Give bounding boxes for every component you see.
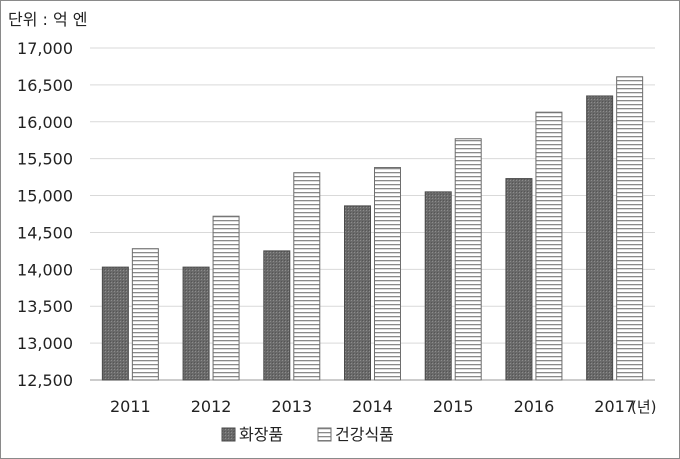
y-tick-label: 12,500 (17, 371, 73, 390)
y-tick-label: 14,500 (17, 223, 73, 242)
y-tick-label: 15,500 (17, 150, 73, 169)
bars (101, 76, 644, 381)
legend-swatch (317, 427, 332, 442)
bar-cosmetics-2011 (101, 266, 129, 381)
bar-cosmetics-2013 (263, 250, 291, 381)
bar-cosmetics-2016 (505, 178, 533, 381)
bar-health-food-2016 (535, 111, 563, 381)
bar-cosmetics-2014 (344, 205, 371, 381)
x-tick-label: 2011 (110, 397, 151, 416)
grid-lines (90, 47, 655, 381)
bar-health-food-2017 (616, 76, 644, 381)
legend-label: 건강식품 (335, 425, 394, 444)
legend-swatch (221, 427, 236, 442)
legend-label: 화장품 (239, 425, 283, 444)
y-tick-label: 16,000 (17, 113, 73, 132)
y-tick-label: 14,000 (17, 260, 73, 279)
x-tick-label: 2016 (514, 397, 555, 416)
legend: 화장품 건강식품 (221, 425, 394, 444)
bar-cosmetics-2015 (424, 191, 452, 381)
bar-health-food-2013 (293, 172, 321, 381)
bar-health-food-2014 (374, 167, 401, 381)
x-tick-label: 2015 (433, 397, 474, 416)
x-tick-label: 2013 (271, 397, 312, 416)
year-suffix-label: (년) (631, 398, 657, 416)
x-tick-label: 2012 (191, 397, 232, 416)
bar-health-food-2015 (454, 138, 482, 381)
x-axis-ticks: 2011 2012 2013 2014 2015 2016 2017 (110, 397, 635, 416)
y-tick-label: 17,000 (17, 39, 73, 58)
bar-cosmetics-2012 (182, 266, 210, 381)
bar-cosmetics-2017 (586, 95, 614, 381)
x-tick-label: 2017 (594, 397, 635, 416)
x-tick-label: 2014 (352, 397, 393, 416)
bar-health-food-2012 (212, 215, 240, 381)
bar-health-food-2011 (131, 248, 159, 381)
y-tick-label: 13,000 (17, 334, 73, 353)
unit-label: 단위 : 억 엔 (8, 10, 88, 29)
y-tick-label: 13,500 (17, 297, 73, 316)
y-axis-ticks: 12,500 13,000 13,500 14,000 14,500 15,000 15,5… (17, 39, 73, 390)
y-tick-label: 15,000 (17, 187, 73, 206)
y-tick-label: 16,500 (17, 76, 73, 95)
